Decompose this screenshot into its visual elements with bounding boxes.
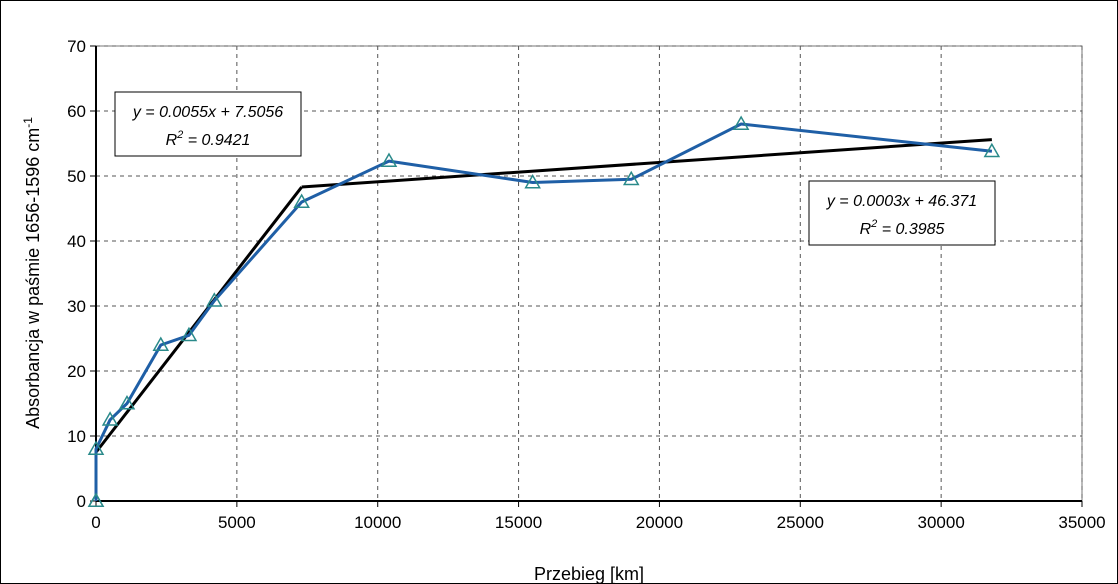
x-tick-label: 30000 <box>918 513 965 532</box>
x-tick-label: 15000 <box>495 513 542 532</box>
data-point <box>101 411 119 426</box>
y-axis-title-superscript: -1 <box>21 117 35 128</box>
data-point <box>983 142 1001 158</box>
y-tick-label: 70 <box>67 37 86 56</box>
y-tick-label: 40 <box>67 232 86 251</box>
trendline-2-equation: y = 0.0003x + 46.371 <box>826 193 977 210</box>
y-tick-label: 50 <box>67 167 86 186</box>
trendline-1-r2-label: R <box>166 132 178 149</box>
trendline-2-r2-sup: 2 <box>870 218 877 230</box>
trendline-1-r2-value: = 0.9421 <box>183 132 250 149</box>
trendline-1-r2-sup: 2 <box>176 129 183 141</box>
data-point <box>380 152 398 168</box>
y-tick-label: 20 <box>67 362 86 381</box>
x-tick-label: 35000 <box>1058 513 1105 532</box>
trendline-1-r2: R2 = 0.9421 <box>166 129 251 149</box>
trendline-2-r2-value: = 0.3985 <box>877 221 944 238</box>
data-point <box>87 440 105 455</box>
data-point <box>293 193 310 208</box>
data-point <box>622 170 640 186</box>
y-axis-title-main: Absorbancja w paśmie 1656-1596 cm <box>23 128 43 429</box>
y-axis-title: Absorbancja w paśmie 1656-1596 cm-1 <box>21 117 43 429</box>
x-tick-label: 10000 <box>354 513 401 532</box>
trendline-1-label-frame <box>114 91 302 157</box>
trendline-2-label-box: y = 0.0003x + 46.371 R2 = 0.3985 <box>808 180 996 246</box>
tick-labels: 0 10 20 30 40 50 60 70 0 5000 10000 15000 20000 25000… <box>67 37 1106 532</box>
y-tick-label: 30 <box>67 297 86 316</box>
x-tick-label: 20000 <box>636 513 683 532</box>
trendline-2-label-frame <box>808 180 996 246</box>
y-tick-label: 10 <box>67 427 86 446</box>
data-point <box>118 394 136 410</box>
grid-lines <box>96 45 1083 501</box>
data-point <box>152 336 170 351</box>
trendline-2-r2-label: R <box>860 221 872 238</box>
data-point <box>732 115 750 130</box>
data-series <box>87 115 1001 507</box>
trendline-2 <box>301 138 992 189</box>
x-tick-label: 5000 <box>218 513 256 532</box>
data-point <box>180 326 198 342</box>
data-point <box>206 292 223 307</box>
data-point <box>87 492 105 507</box>
trendline-1-label-box: y = 0.0055x + 7.5056 R2 = 0.9421 <box>114 91 302 157</box>
data-point <box>524 173 541 189</box>
x-tick-label: 25000 <box>777 513 824 532</box>
series-line <box>94 122 993 501</box>
y-tick-label: 60 <box>67 102 86 121</box>
trendline-2-r2: R2 = 0.3985 <box>860 218 945 238</box>
x-axis-title: Przebieg [km] <box>534 564 644 584</box>
x-tick-label: 0 <box>91 513 100 532</box>
trendline-1-equation: y = 0.0055x + 7.5056 <box>132 104 283 121</box>
y-tick-label: 0 <box>77 492 86 511</box>
